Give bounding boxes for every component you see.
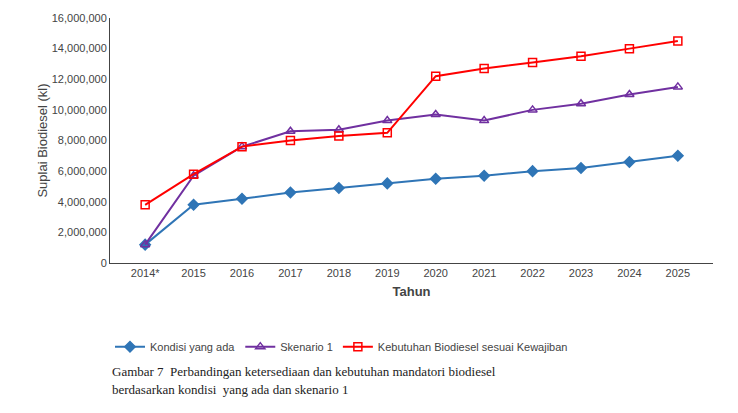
svg-text:Suplai Biodiesel (kl): Suplai Biodiesel (kl) [35, 83, 50, 197]
svg-text:Tahun: Tahun [392, 284, 430, 299]
svg-text:2021: 2021 [472, 267, 496, 279]
svg-text:2017: 2017 [278, 267, 302, 279]
svg-text:2015: 2015 [181, 267, 205, 279]
svg-text:12,000,000: 12,000,000 [52, 73, 107, 85]
svg-text:2,000,000: 2,000,000 [58, 226, 107, 238]
svg-text:14,000,000: 14,000,000 [52, 42, 107, 54]
svg-text:2016: 2016 [230, 267, 254, 279]
svg-text:2024: 2024 [617, 267, 641, 279]
svg-text:Gambar 7 Perbandingan keterse: Gambar 7 Perbandingan ketersediaan dan k… [112, 364, 496, 379]
svg-text:2019: 2019 [375, 267, 399, 279]
svg-text:0: 0 [101, 257, 107, 269]
svg-text:16,000,000: 16,000,000 [52, 12, 107, 24]
svg-text:8,000,000: 8,000,000 [58, 134, 107, 146]
svg-text:2014*: 2014* [131, 267, 160, 279]
svg-text:Skenario 1: Skenario 1 [280, 341, 333, 353]
svg-text:berdasarkan kondisi yang ada: berdasarkan kondisi yang ada dan skenari… [112, 382, 348, 397]
svg-text:2018: 2018 [327, 267, 351, 279]
svg-text:Kebutuhan Biodiesel sesuai Kew: Kebutuhan Biodiesel sesuai Kewajiban [378, 341, 568, 353]
svg-text:Kondisi yang ada: Kondisi yang ada [150, 341, 235, 353]
svg-text:2020: 2020 [423, 267, 447, 279]
svg-text:6,000,000: 6,000,000 [58, 165, 107, 177]
svg-text:2025: 2025 [666, 267, 690, 279]
svg-text:4,000,000: 4,000,000 [58, 196, 107, 208]
svg-text:2023: 2023 [569, 267, 593, 279]
svg-text:2022: 2022 [520, 267, 544, 279]
svg-text:10,000,000: 10,000,000 [52, 104, 107, 116]
